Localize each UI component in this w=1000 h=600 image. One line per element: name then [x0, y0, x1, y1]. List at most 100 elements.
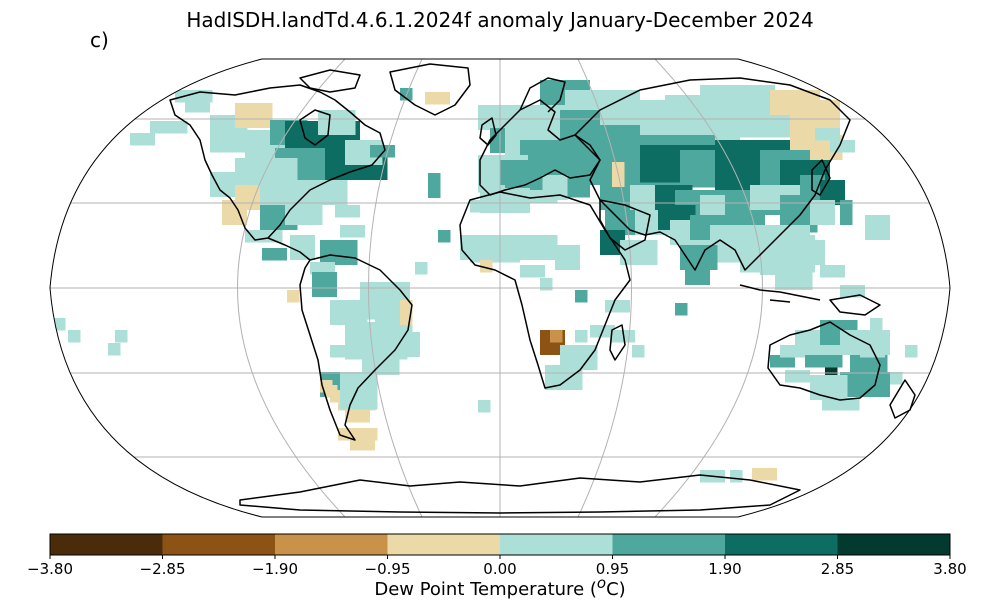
- anomaly-cell: [312, 272, 337, 297]
- anomaly-cell: [632, 345, 645, 358]
- anomaly-cell: [340, 225, 365, 238]
- anomaly-cell: [480, 260, 493, 273]
- coast-central-america: [267, 237, 311, 261]
- anomaly-cell: [365, 428, 378, 441]
- anomaly-cell: [108, 343, 121, 356]
- anomaly-cell: [325, 385, 338, 398]
- coast-japan: [811, 159, 831, 196]
- meridian-30w: [368, 59, 423, 517]
- anomaly-cell: [890, 372, 903, 385]
- anomaly-cell: [540, 278, 553, 291]
- anomaly-cell: [290, 235, 315, 260]
- anomaly-cell: [68, 330, 81, 343]
- colorbar-tick-label: 0.00: [483, 560, 516, 578]
- coast-africa: [459, 191, 631, 389]
- anomaly-cell: [905, 345, 918, 358]
- colorbar-label-suffix: C): [606, 579, 626, 600]
- map-title: HadISDH.landTd.4.6.1.2024f anomaly Janua…: [186, 8, 814, 32]
- anomaly-cell: [310, 262, 335, 275]
- anomaly-cell: [350, 438, 375, 451]
- anomaly-cell: [575, 330, 588, 343]
- coast-antarctica: [239, 474, 801, 514]
- anomaly-cell: [800, 240, 825, 265]
- anomaly-cell: [520, 265, 545, 278]
- anomaly-cell: [150, 121, 188, 134]
- anomaly-cell: [805, 355, 843, 368]
- graticule: [50, 59, 950, 517]
- colorbar-tick-label: −1.90: [252, 560, 298, 578]
- anomaly-cell: [470, 250, 520, 263]
- anomaly-cell: [575, 290, 588, 303]
- anomaly-cell: [415, 262, 428, 275]
- colorbar-label-degree: o: [596, 574, 607, 592]
- colorbar-tick-label: 0.95: [596, 560, 629, 578]
- colorbar-segment: [725, 534, 838, 555]
- coast-madagascar: [609, 324, 626, 361]
- coastlines: [169, 63, 916, 514]
- colorbar-segment: [500, 534, 613, 555]
- colorbar-axis-label: Dew Point Temperature (oC): [0, 574, 1000, 600]
- colorbar-tick-label: −3.80: [27, 560, 73, 578]
- coast-north-america: [169, 84, 386, 241]
- coast-europe: [479, 99, 601, 196]
- anomaly-cell: [775, 265, 813, 290]
- colorbar-ticks: −3.80 −2.85 −1.90 −0.95 0.00 0.95 1.90 2.85 3.80: [27, 555, 967, 578]
- anomaly-grid-cells: [53, 80, 918, 483]
- coast-hudson-bay: [299, 109, 331, 146]
- colorbar-segment: [837, 534, 951, 555]
- anomaly-cell: [130, 133, 155, 146]
- anomaly-cell: [478, 400, 491, 413]
- anomaly-cell: [810, 200, 835, 225]
- anomaly-cell: [620, 240, 658, 265]
- anomaly-cell: [438, 230, 451, 243]
- colorbar-label-prefix: Dew Point Temperature (: [374, 579, 597, 600]
- anomaly-cell: [550, 330, 563, 343]
- coast-indonesia: [739, 284, 821, 303]
- anomaly-cell: [822, 398, 860, 411]
- anomaly-cell: [362, 350, 400, 375]
- colorbar-segment: [387, 534, 501, 555]
- anomaly-cell: [175, 90, 213, 103]
- colorbar-segment: [162, 534, 276, 555]
- anomaly-cell: [185, 100, 210, 113]
- coast-south-america: [299, 254, 413, 441]
- anomaly-cell: [287, 290, 300, 303]
- anomaly-cell: [810, 375, 848, 400]
- colorbar-tick-label: 3.80: [933, 560, 966, 578]
- colorbar-segment: [275, 534, 388, 555]
- anomaly-cell: [520, 235, 558, 260]
- anomaly-cell: [262, 248, 287, 261]
- anomaly-cell: [115, 330, 128, 343]
- anomaly-cell: [428, 173, 441, 198]
- anomaly-cell: [318, 110, 356, 135]
- meridian-30e: [577, 59, 632, 517]
- colorbar-tick-label: 2.85: [821, 560, 854, 578]
- anomaly-cell: [870, 318, 883, 331]
- colorbar-tick-label: 1.90: [708, 560, 741, 578]
- anomaly-cell: [815, 128, 840, 141]
- anomaly-cell: [235, 103, 273, 128]
- anomaly-cell: [400, 88, 413, 101]
- anomaly-cell: [820, 265, 845, 278]
- anomaly-cell: [345, 410, 370, 423]
- coast-new-zealand: [889, 379, 916, 419]
- robinson-map: [49, 58, 951, 518]
- coast-australia: [767, 321, 881, 401]
- colorbar-segment: [612, 534, 726, 555]
- anomaly-cell: [330, 345, 355, 358]
- coast-scandinavia: [519, 77, 566, 113]
- anomaly-cell: [770, 355, 795, 368]
- anomaly-cell: [865, 215, 890, 240]
- colorbar-segments: [50, 534, 951, 555]
- coast-new-guinea: [829, 294, 881, 316]
- anomaly-cell: [320, 240, 358, 265]
- anomaly-cell: [335, 205, 360, 218]
- meridian-60w: [237, 59, 346, 517]
- panel-label: c): [90, 28, 109, 52]
- anomaly-cell: [555, 245, 580, 270]
- anomaly-cell: [340, 372, 378, 410]
- anomaly-cell: [285, 200, 323, 225]
- colorbar-tick-label: −2.85: [140, 560, 186, 578]
- anomaly-cell: [840, 200, 853, 225]
